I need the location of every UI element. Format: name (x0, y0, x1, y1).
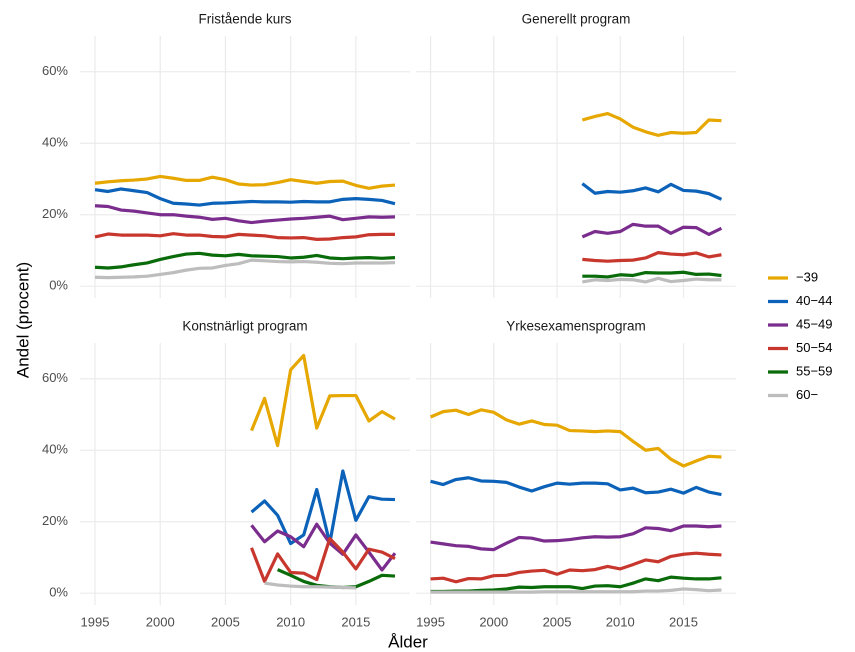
series-line (429, 408, 722, 468)
series-line (94, 258, 396, 280)
x-tick-label: 2010 (606, 614, 635, 629)
legend-label: 50−54 (796, 340, 833, 355)
x-tick-label: 2005 (211, 614, 240, 629)
series-line (581, 111, 722, 137)
series-line (94, 174, 396, 190)
y-tick-label: 0% (49, 278, 68, 293)
facet-panel: Fristående kurs 0% 20% 40% 60% (42, 12, 410, 298)
series-line (94, 204, 396, 225)
facet-panel: Konstnärligt program 0% 20% 40% 60% 1995 2000 2… (42, 319, 410, 629)
y-tick-label: 60% (42, 63, 68, 78)
series-line (94, 187, 396, 207)
y-tick-label: 40% (42, 135, 68, 150)
series-line (582, 276, 722, 284)
series-line (430, 587, 722, 594)
y-tick-label: 40% (42, 442, 68, 457)
series-line (581, 222, 723, 239)
x-tick-label: 2015 (341, 614, 370, 629)
series-line (430, 575, 722, 594)
y-tick-label: 0% (49, 585, 68, 600)
x-tick-label: 1995 (81, 614, 110, 629)
x-axis-title: Ålder (388, 632, 428, 651)
legend-label: 55−59 (796, 363, 833, 378)
series-line (250, 522, 397, 572)
x-tick-label: 2015 (669, 614, 698, 629)
y-axis-title: Andel (procent) (13, 262, 32, 378)
series-line (581, 182, 723, 201)
x-tick-label: 2005 (543, 614, 572, 629)
legend-label: 40−44 (796, 293, 833, 308)
series-line (250, 353, 396, 448)
facet-title: Konstnärligt program (182, 319, 307, 334)
series-line (264, 581, 356, 590)
series-line (430, 524, 722, 552)
series-line (250, 469, 396, 546)
facet-title: Fristående kurs (198, 12, 291, 27)
x-tick-label: 1995 (416, 614, 445, 629)
y-tick-label: 20% (42, 513, 68, 528)
series-line (250, 536, 396, 584)
x-tick-label: 2000 (479, 614, 508, 629)
legend-label: 45−49 (796, 316, 833, 331)
series-line (582, 270, 722, 279)
legend-label: 60− (796, 387, 818, 402)
series-line (430, 476, 722, 497)
facet-panel: Yrkesexamensprogram 1995 2000 2005 2010 2015 (416, 319, 736, 629)
x-tick-label: 2010 (276, 614, 305, 629)
y-tick-label: 20% (42, 206, 68, 221)
series-line (430, 551, 722, 584)
series-line (582, 251, 722, 263)
series-line (94, 251, 396, 270)
facet-panel: Generellt program (416, 12, 736, 298)
legend-label: −39 (796, 269, 818, 284)
facet-title: Yrkesexamensprogram (506, 319, 646, 334)
facet-title: Generellt program (522, 12, 631, 27)
y-tick-label: 60% (42, 370, 68, 385)
series-line (94, 232, 395, 241)
x-tick-label: 2000 (146, 614, 175, 629)
